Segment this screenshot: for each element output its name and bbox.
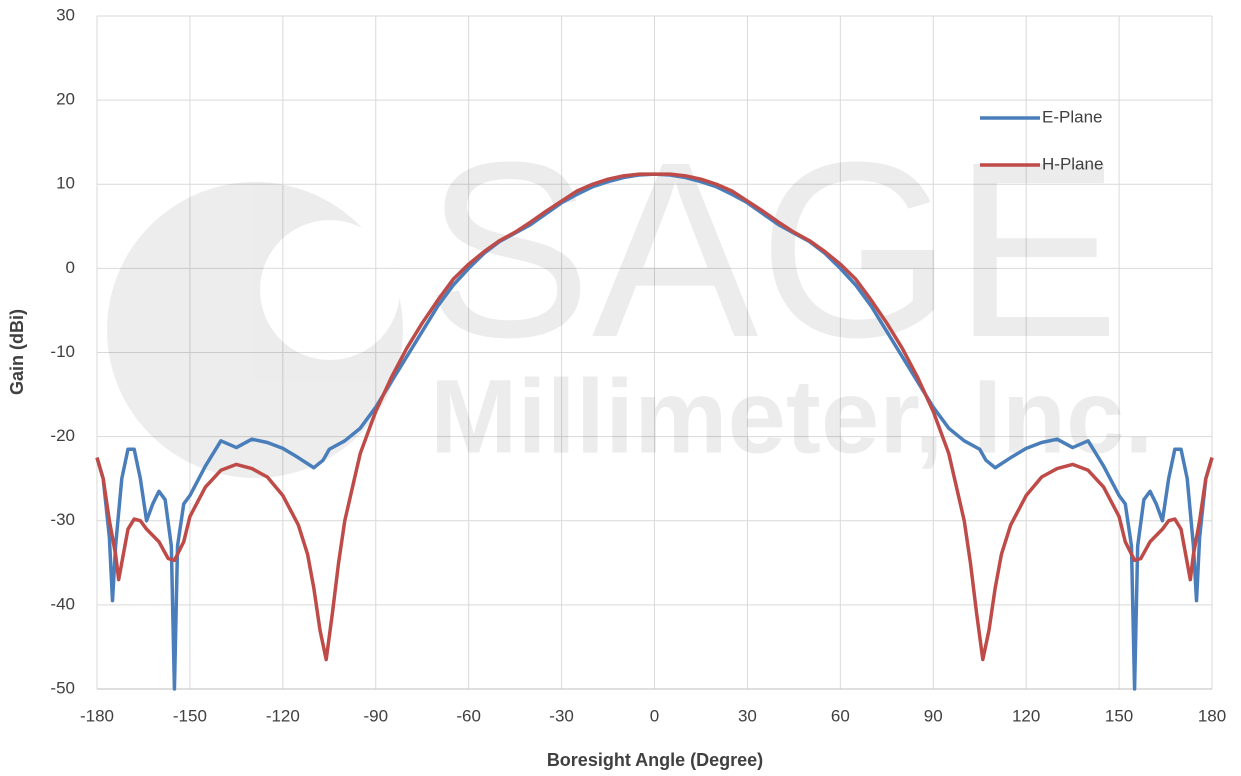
line-series (95, 172, 1214, 662)
y-tick-label: 10 (56, 174, 75, 193)
y-tick-label: -10 (50, 342, 75, 361)
legend-label: E-Plane (1042, 107, 1102, 126)
x-tick-label: 60 (831, 706, 850, 725)
x-tick-label: -180 (80, 706, 114, 725)
watermark-text: Millimeter, Inc. (430, 359, 1154, 476)
x-tick-label: 30 (738, 706, 757, 725)
watermark-logo (107, 182, 403, 478)
x-tick-label: 150 (1105, 706, 1133, 725)
y-tick-label: 20 (56, 90, 75, 109)
x-axis-title: Boresight Angle (Degree) (547, 750, 763, 770)
watermark-text: SAGE (425, 110, 1120, 389)
grid (96, 15, 1213, 690)
x-tick-label: 180 (1198, 706, 1226, 725)
logo-circle (107, 182, 403, 478)
legend-label: H-Plane (1042, 154, 1103, 173)
y-tick-label: -40 (50, 594, 75, 613)
y-tick-label: -20 (50, 426, 75, 445)
x-tick-label: 0 (650, 706, 659, 725)
y-tick-label: 0 (66, 258, 75, 277)
x-tick-label: 120 (1012, 706, 1040, 725)
y-tick-label: -30 (50, 510, 75, 529)
y-tick-label: -50 (50, 678, 75, 697)
x-tick-label: -60 (456, 706, 481, 725)
logo-cut (260, 220, 400, 360)
x-tick-label: -30 (549, 706, 574, 725)
y-tick-label: 30 (56, 5, 75, 24)
y-axis-title: Gain (dBi) (7, 309, 27, 395)
x-tick-label: -90 (363, 706, 388, 725)
x-tick-label: -120 (266, 706, 300, 725)
x-tick-label: -150 (173, 706, 207, 725)
x-tick-label: 90 (924, 706, 943, 725)
